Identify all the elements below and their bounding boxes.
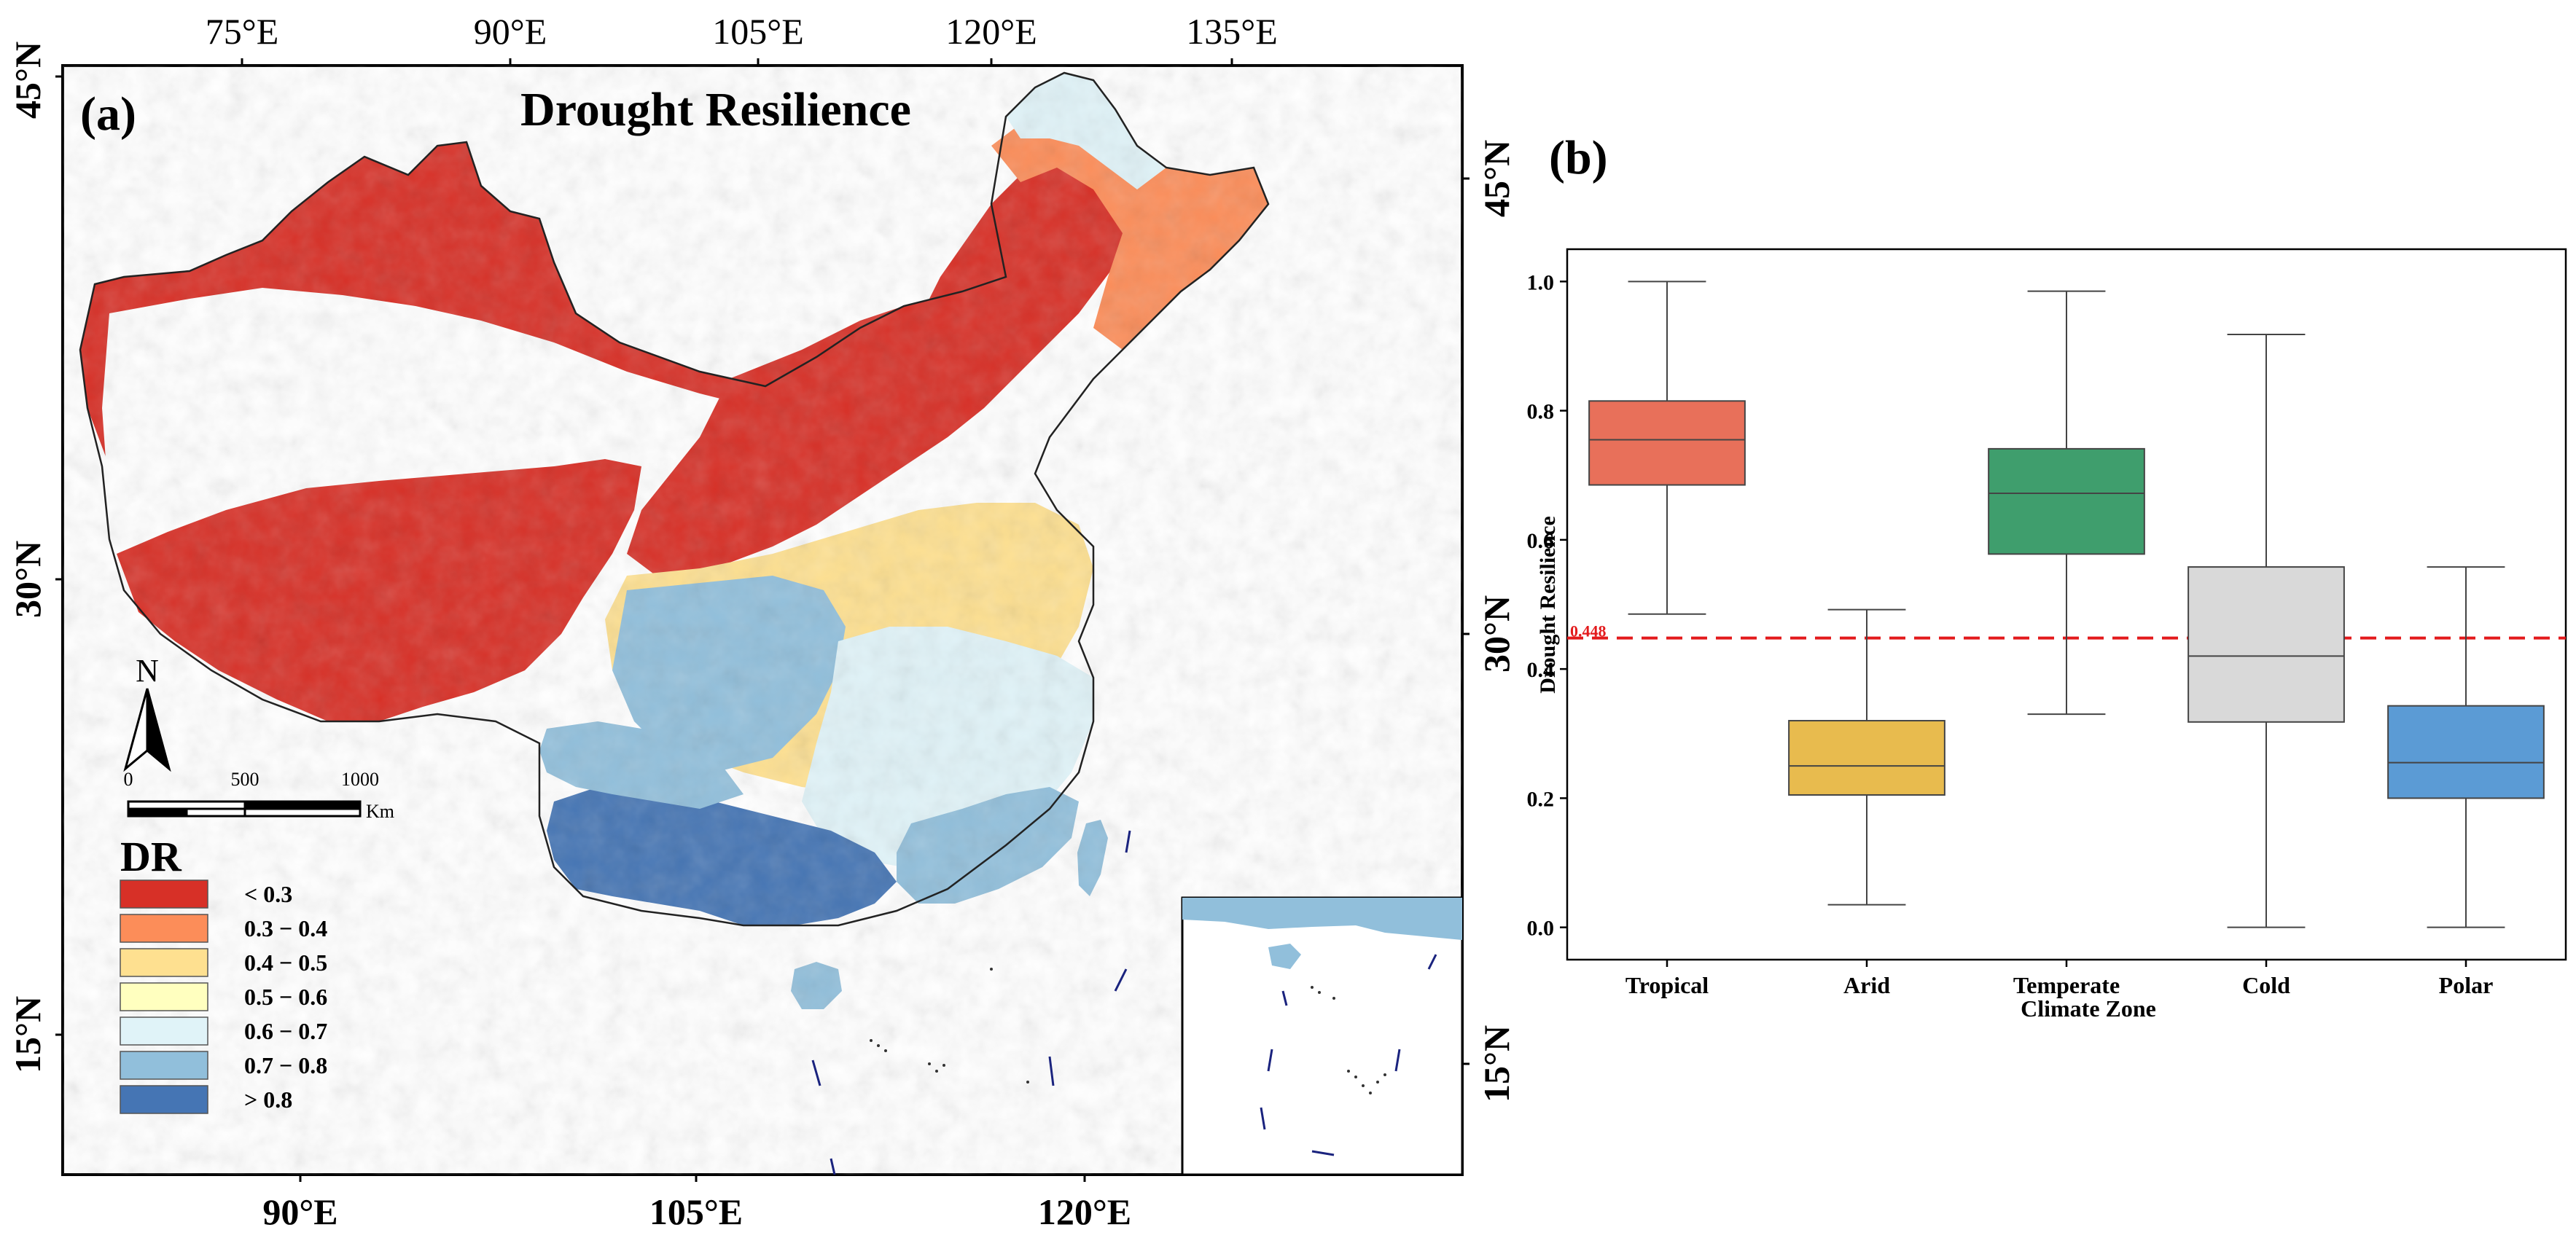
north-arrow-icon: N: [123, 653, 171, 772]
x-tick-label-1: Arid: [1843, 972, 1890, 998]
panel-b-boxplot: (b) 0.0 0.2 0.4 0.6 0.8 1.0 0.448 Tropical Ari…: [1527, 131, 2567, 1022]
lat-label-right-15n: 15°N: [1476, 1025, 1517, 1102]
legend-label-3: 0.5 − 0.6: [244, 984, 327, 1010]
scale-tick-500: 500: [231, 769, 259, 790]
x-axis-title: Climate Zone: [2021, 995, 2156, 1022]
islands: [870, 968, 1029, 1084]
x-tick-label-2: Temperate: [2013, 972, 2120, 998]
lon-label-top-135e: 135°E: [1186, 11, 1278, 52]
y-tick-label-4: 0.8: [1527, 400, 1555, 424]
legend-label-2: 0.4 − 0.5: [244, 949, 327, 976]
svg-text:N: N: [136, 653, 159, 689]
box-iqr-3: [2187, 566, 2345, 723]
legend-swatch-0: [120, 879, 208, 909]
box-polar: [2387, 566, 2545, 928]
x-tick-label-0: Tropical: [1625, 972, 1709, 998]
lat-label-right-45n: 45°N: [1476, 140, 1517, 217]
legend-swatch-1: [120, 914, 208, 943]
reference-line-label: 0.448: [1570, 622, 1607, 640]
legend-label-4: 0.6 − 0.7: [244, 1018, 327, 1044]
lon-label-bottom-120e: 120°E: [1038, 1191, 1131, 1232]
y-tick-label-0: 0.0: [1527, 917, 1555, 941]
legend-swatch-6: [120, 1085, 208, 1114]
y-axis-title: Drought Resilience: [1536, 516, 1560, 694]
x-tick-label-3: Cold: [2242, 972, 2290, 998]
box-tropical: [1588, 281, 1746, 615]
china-boundary: [79, 71, 1270, 927]
scale-tick-0: 0: [124, 769, 133, 790]
y-tick-label-5: 1.0: [1527, 270, 1555, 294]
legend-swatch-2: [120, 948, 208, 977]
box-iqr-1: [1788, 720, 1945, 796]
map-legend: DR < 0.3 0.3 − 0.4 0.4 − 0.5 0.5 − 0.6 0.6 −…: [120, 833, 327, 1114]
box-temperate: [1988, 290, 2145, 716]
lat-label-right-30n: 30°N: [1476, 595, 1517, 673]
map-ticks: [55, 58, 1470, 1182]
scale-bar: 0 500 1000 Km: [124, 769, 395, 822]
y-tick-label-1: 0.2: [1527, 787, 1555, 811]
inset-map: [1181, 896, 1464, 1176]
panel-a-label: (a): [80, 87, 136, 141]
legend-label-0: < 0.3: [244, 881, 292, 907]
legend-swatch-4: [120, 1016, 208, 1046]
box-cold: [2187, 334, 2345, 928]
panel-a-map: 75°E 90°E 105°E 120°E 135°E 90°E 105°E 1…: [7, 11, 1517, 1232]
box-iqr-4: [2387, 705, 2545, 799]
scale-tick-1000: 1000: [341, 769, 379, 790]
nine-dash-line: [811, 830, 1131, 1175]
y-tick-label-2: 0.4: [1527, 658, 1555, 682]
map-title: Drought Resilience: [520, 83, 911, 136]
lon-label-bottom-90e: 90°E: [262, 1191, 337, 1232]
legend-title: DR: [120, 833, 182, 880]
legend-swatch-5: [120, 1051, 208, 1080]
lon-label-top-75e: 75°E: [206, 11, 279, 52]
lon-label-top-120e: 120°E: [945, 11, 1037, 52]
box-iqr-2: [1988, 447, 2145, 555]
legend-swatch-3: [120, 982, 208, 1011]
legend-label-5: 0.7 − 0.8: [244, 1052, 327, 1078]
box-arid: [1788, 608, 1945, 906]
lon-label-top-105e: 105°E: [712, 11, 804, 52]
y-tick-label-3: 0.6: [1527, 529, 1555, 553]
x-tick-label-4: Polar: [2439, 972, 2494, 998]
lat-label-left-45n: 45°N: [7, 42, 48, 119]
legend-label-1: 0.3 − 0.4: [244, 915, 327, 941]
panel-b-label: (b): [1549, 131, 1608, 184]
scale-unit: Km: [366, 801, 394, 822]
lat-label-left-30n: 30°N: [7, 541, 48, 618]
legend-label-6: > 0.8: [244, 1086, 292, 1113]
lon-label-top-90e: 90°E: [474, 11, 547, 52]
lat-label-left-15n: 15°N: [7, 996, 48, 1073]
box-iqr-0: [1588, 400, 1746, 486]
lon-label-bottom-105e: 105°E: [649, 1191, 743, 1232]
